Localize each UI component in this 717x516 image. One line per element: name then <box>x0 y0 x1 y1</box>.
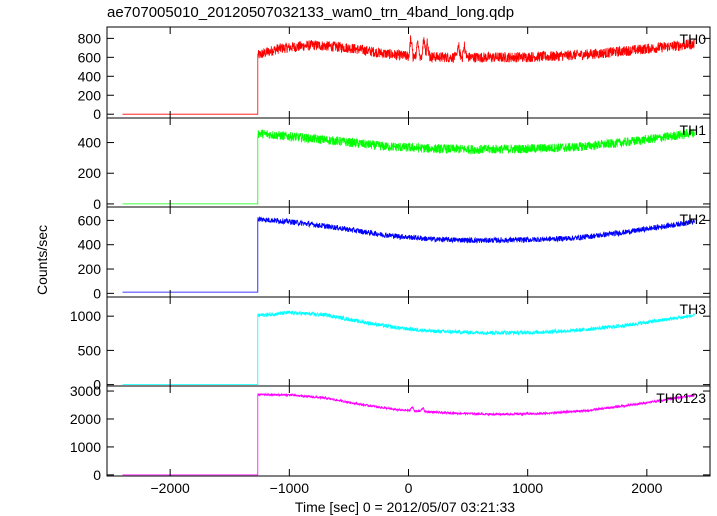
panel-th1: 0 200 400 TH1 <box>78 117 711 212</box>
y-tick-label: 800 <box>78 30 102 46</box>
y-tick-label: 0 <box>93 377 101 393</box>
panel-label: TH0 <box>680 31 707 47</box>
y-tick-label: 600 <box>78 49 102 65</box>
series-th3 <box>122 310 695 385</box>
y-tick-label: 400 <box>78 135 102 151</box>
panel-frame <box>106 117 711 208</box>
x-tick-label: 2000 <box>631 480 662 496</box>
panel-th3: 0 500 1000 TH3 <box>70 296 711 393</box>
series-th1 <box>122 128 695 205</box>
x-axis-label: Time [sec] 0 = 2012/05/07 03:21:33 <box>295 499 515 515</box>
panel-frame <box>106 296 711 387</box>
y-tick-label: 3000 <box>70 383 101 399</box>
y-tick-label: 2000 <box>70 411 101 427</box>
x-tick-label: −1000 <box>270 480 310 496</box>
series-th2 <box>122 215 695 293</box>
y-tick-label: 0 <box>93 285 101 301</box>
y-tick-label: 200 <box>78 165 102 181</box>
panel-frame <box>106 385 711 477</box>
panel-th2: 0 200 400 600 TH2 <box>78 206 711 301</box>
panel-label: TH2 <box>680 211 707 227</box>
x-tick-label: 0 <box>405 480 413 496</box>
x-axis: −2000 −1000 0 1000 2000 <box>150 480 662 496</box>
y-tick-label: 200 <box>78 261 102 277</box>
y-tick-label: 400 <box>78 237 102 253</box>
y-tick-label: 400 <box>78 68 102 84</box>
panel-frame <box>106 206 711 298</box>
panel-label: TH1 <box>680 122 707 138</box>
y-tick-label: 500 <box>78 342 102 358</box>
y-tick-label: 600 <box>78 212 102 228</box>
y-tick-label: 0 <box>93 467 101 483</box>
panel-th0: 0 200 400 600 800 TH0 <box>78 26 711 122</box>
plot-title: ae707005010_20120507032133_wam0_trn_4ban… <box>107 4 514 21</box>
series-th0 <box>122 35 695 115</box>
panel-frame <box>106 26 711 119</box>
y-tick-label: 200 <box>78 87 102 103</box>
panel-label: TH3 <box>680 301 707 317</box>
panel-label: TH0123 <box>656 390 706 406</box>
y-tick-label: 1000 <box>70 308 101 324</box>
y-tick-label: 0 <box>93 106 101 122</box>
y-tick-label: 0 <box>93 196 101 212</box>
panel-th0123: 0 1000 2000 3000 TH0123 <box>70 383 711 483</box>
x-tick-label: −2000 <box>150 480 190 496</box>
y-axis-label: Counts/sec <box>34 225 50 295</box>
y-tick-label: 1000 <box>70 439 101 455</box>
series-th0123 <box>122 392 695 476</box>
x-tick-label: 1000 <box>512 480 543 496</box>
